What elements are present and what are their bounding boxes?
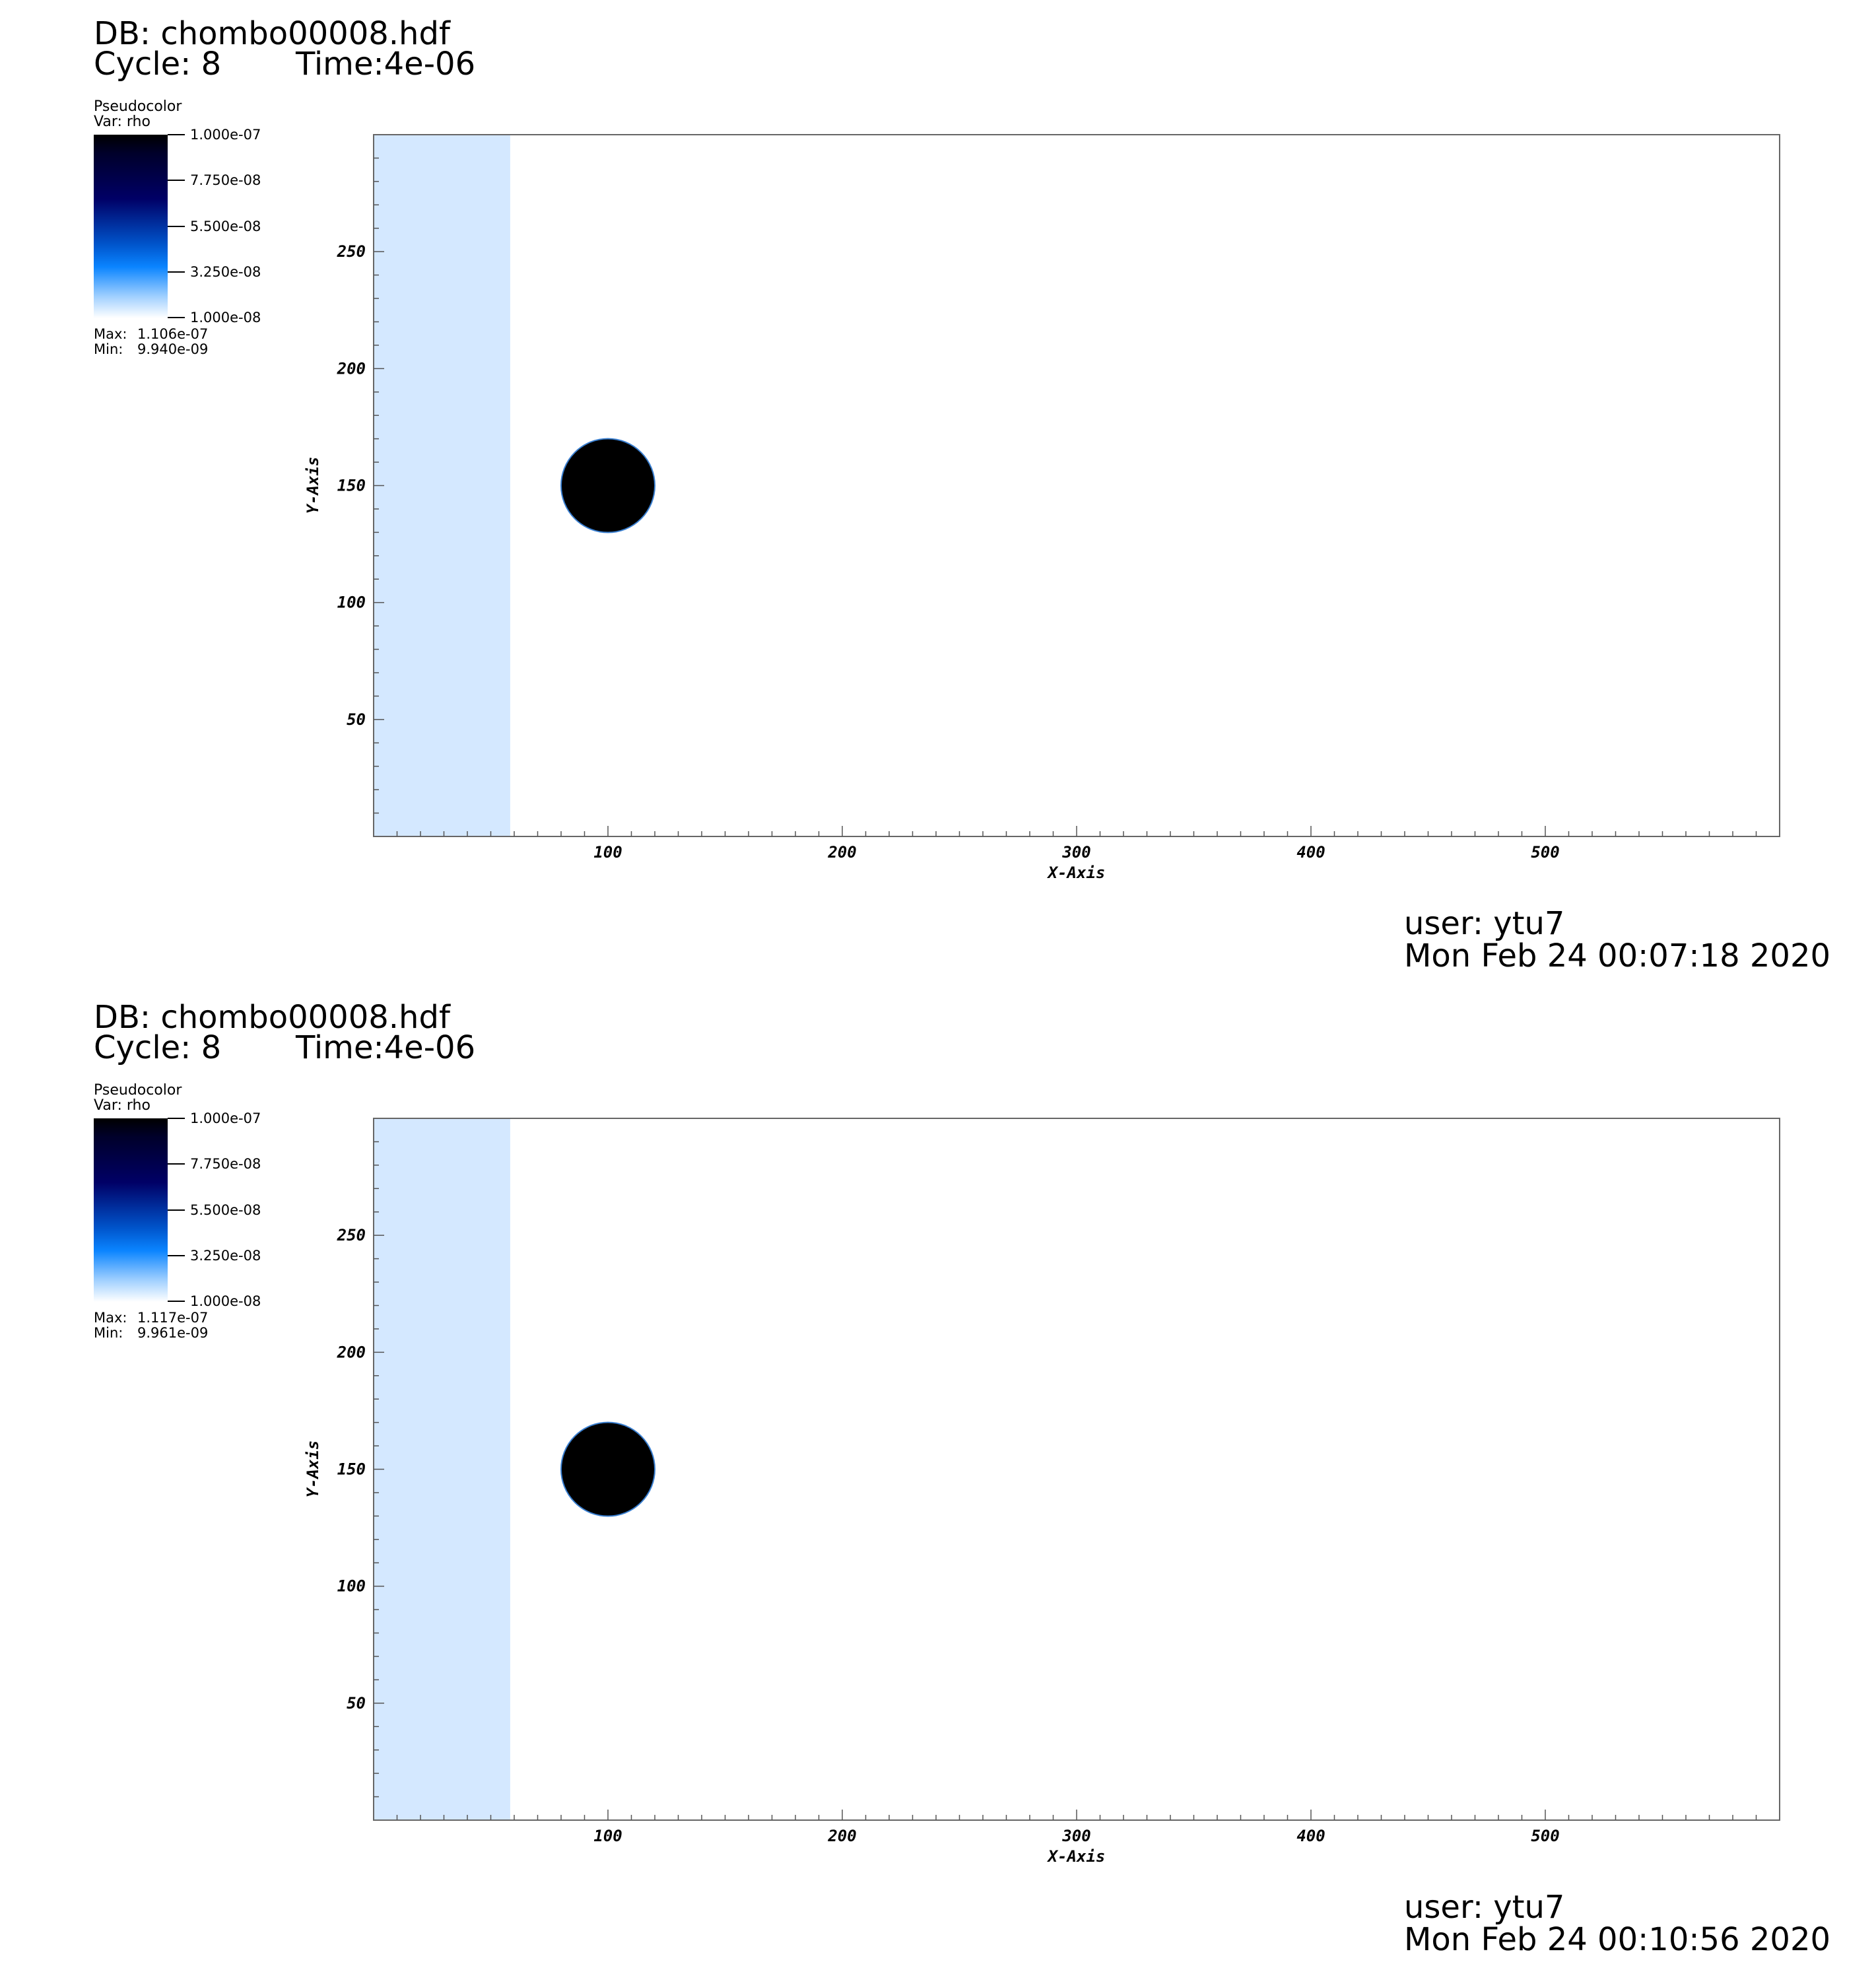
legend-min: Min: 9.940e-09 [94,341,208,357]
y-tick-label: 50 [347,710,366,729]
x-tick-label: 400 [1296,1827,1325,1845]
colorbar-tick-label: 7.750e-08 [190,172,261,188]
low-density-band [374,1118,510,1820]
plot-panel-1: DB: chombo00008.hdf Cycle: 8 Time:4e-06 … [0,0,1876,984]
colorbar-tick-label: 5.500e-08 [190,1202,261,1218]
y-tick-label: 100 [337,1577,366,1596]
legend-max: Max: 1.106e-07 [94,326,208,342]
timestamp-label: Mon Feb 24 00:07:18 2020 [1404,937,1831,974]
y-tick-label: 150 [337,477,366,495]
colorbar [94,1118,168,1302]
legend-title: Pseudocolor [94,98,182,115]
density-circle [560,438,655,533]
colorbar-tick [168,271,185,273]
legend-min-label: Min: [94,341,123,357]
legend-min: Min: 9.961e-09 [94,1325,208,1341]
plot-area: 100 200 300 400 500 250 200 150 100 50 X… [304,1118,1780,1866]
colorbar [94,135,168,318]
x-minor-ticks [396,1815,1757,1820]
cycle-time-line: Cycle: 8 Time:4e-06 [94,46,475,83]
x-tick-label: 100 [593,843,622,862]
legend-variable: Var: rho [94,1097,151,1114]
colorbar-tick-label: 3.250e-08 [190,1248,261,1264]
y-tick-label: 250 [337,1226,366,1244]
user-label: user: ytu7 [1404,905,1565,942]
y-tick-label: 100 [337,594,366,612]
colorbar-tick-label: 1.000e-07 [190,127,261,143]
legend-min-value: 9.961e-09 [137,1325,209,1341]
x-axis-title: X-Axis [1047,864,1106,882]
time-label: Time:4e-06 [296,46,476,83]
x-tick-label: 400 [1296,843,1325,862]
colorbar-tick-label: 1.000e-08 [190,1293,261,1309]
timestamp-label: Mon Feb 24 00:10:56 2020 [1404,1921,1831,1958]
legend-variable: Var: rho [94,114,151,130]
legend-max: Max: 1.117e-07 [94,1310,208,1326]
x-tick-label: 300 [1061,1827,1090,1845]
x-axis-title: X-Axis [1047,1847,1106,1866]
y-major-ticks [374,1235,384,1704]
cycle-time-line: Cycle: 8 Time:4e-06 [94,1029,475,1066]
colorbar-tick [168,317,185,318]
legend-max-label: Max: [94,326,127,342]
colorbar-tick [168,1255,185,1256]
colorbar-tick-label: 7.750e-08 [190,1156,261,1172]
legend-min-value: 9.940e-09 [137,341,209,357]
x-tick-label: 500 [1531,1827,1559,1845]
colorbar-tick-label: 5.500e-08 [190,219,261,234]
y-minor-ticks [374,1141,379,1798]
colorbar-tick-label: 1.000e-08 [190,310,261,325]
legend-title: Pseudocolor [94,1082,182,1099]
y-axis-title: Y-Axis [304,1441,322,1498]
y-tick-label: 50 [347,1694,366,1713]
plot-panel-2: DB: chombo00008.hdf Cycle: 8 Time:4e-06 … [0,984,1876,1967]
legend-max-label: Max: [94,1310,127,1326]
density-circle [560,1421,655,1517]
x-tick-label: 300 [1061,843,1090,862]
colorbar-tick [168,1209,185,1211]
y-axis-title: Y-Axis [304,457,322,514]
database-label: DB: chombo00008.hdf [94,15,450,52]
database-label: DB: chombo00008.hdf [94,999,450,1036]
legend-min-label: Min: [94,1325,123,1341]
y-major-ticks [374,251,384,720]
x-tick-label: 500 [1531,843,1559,862]
low-density-band [374,135,510,836]
colorbar-tick [168,1118,185,1119]
plot-area: 100 200 300 400 500 250 200 150 100 50 X… [304,134,1780,882]
colorbar-tick-label: 3.250e-08 [190,264,261,280]
colorbar-tick [168,180,185,181]
y-tick-label: 200 [337,359,366,378]
legend-max-value: 1.117e-07 [137,1310,209,1326]
cycle-label: Cycle: 8 [94,1029,222,1066]
x-tick-label: 100 [593,1827,622,1845]
y-tick-label: 150 [337,1460,366,1479]
colorbar-tick [168,1301,185,1302]
cycle-label: Cycle: 8 [94,46,222,83]
x-minor-ticks [396,831,1757,836]
time-label: Time:4e-06 [296,1029,476,1066]
legend-max-value: 1.106e-07 [137,326,209,342]
x-major-ticks [607,826,1546,836]
y-minor-ticks [374,157,379,814]
y-tick-label: 200 [337,1343,366,1361]
user-label: user: ytu7 [1404,1889,1565,1926]
colorbar-tick [168,226,185,227]
x-major-ticks [607,1810,1546,1820]
x-tick-label: 200 [827,1827,856,1845]
colorbar-tick [168,1163,185,1165]
colorbar-tick [168,134,185,135]
colorbar-tick-label: 1.000e-07 [190,1110,261,1126]
x-tick-label: 200 [827,843,856,862]
y-tick-label: 250 [337,242,366,261]
